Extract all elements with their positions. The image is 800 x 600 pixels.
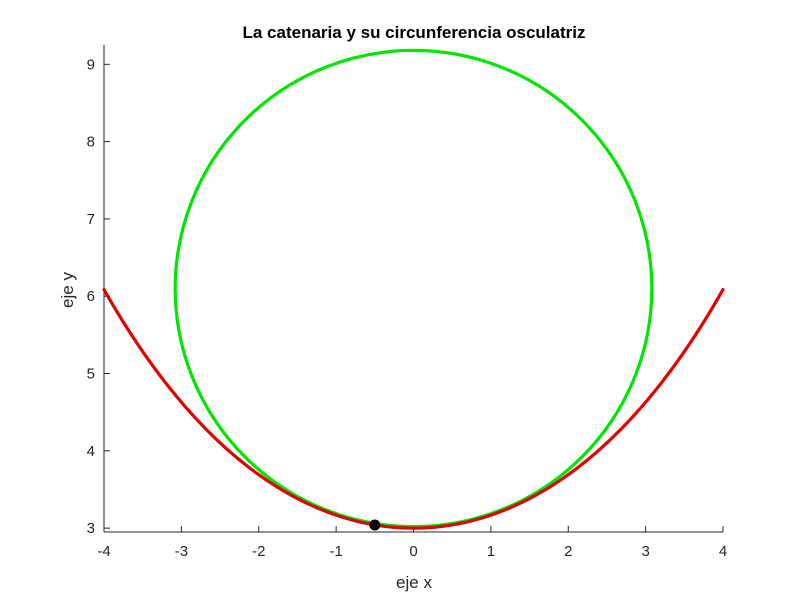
y-tick-label: 4 <box>87 443 95 460</box>
y-tick-label: 6 <box>87 288 95 305</box>
x-tick-label: 4 <box>719 543 727 560</box>
x-tick-label: 1 <box>487 543 495 560</box>
x-tick-label: 3 <box>641 543 649 560</box>
series-group <box>102 48 725 531</box>
y-tick-label: 5 <box>87 366 95 383</box>
axes <box>103 45 724 533</box>
catenary-curve <box>102 287 725 530</box>
x-tick-label: -4 <box>97 543 110 560</box>
x-tick-label: -2 <box>252 543 265 560</box>
chart-title: La catenaria y su circunferencia osculat… <box>243 23 586 42</box>
y-tick-label: 7 <box>87 211 95 228</box>
x-axis-label: eje x <box>396 573 432 592</box>
osculating-circle <box>173 48 654 529</box>
y-tick-label: 9 <box>87 56 95 73</box>
y-tick-label: 8 <box>87 134 95 151</box>
y-axis-label: eje y <box>58 272 77 308</box>
tangent-point <box>369 519 381 531</box>
x-tick-label: -3 <box>175 543 188 560</box>
x-tick-label: 0 <box>409 543 417 560</box>
tick-labels: -4 -3 -2 -1 0 1 2 3 4 3 4 5 6 7 8 9 <box>87 56 728 560</box>
x-tick-label: 2 <box>564 543 572 560</box>
x-tick-label: -1 <box>329 543 342 560</box>
y-tick-label: 3 <box>87 520 95 537</box>
